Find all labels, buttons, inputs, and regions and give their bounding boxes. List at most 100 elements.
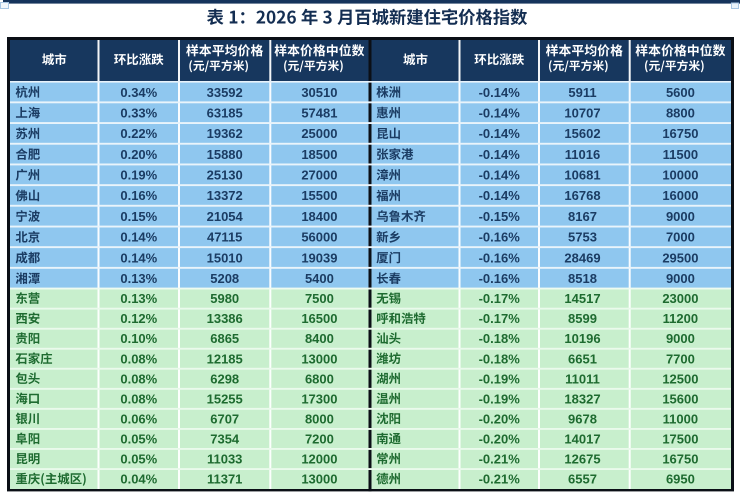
svg-text:18400: 18400 [301, 209, 337, 224]
svg-text:-0.14%: -0.14% [479, 147, 521, 162]
svg-text:16768: 16768 [564, 188, 600, 203]
svg-text:12000: 12000 [301, 452, 337, 467]
svg-text:13000: 13000 [301, 351, 337, 366]
svg-text:0.12%: 0.12% [120, 311, 157, 326]
svg-text:-0.17%: -0.17% [479, 311, 521, 326]
svg-text:0.08%: 0.08% [120, 391, 157, 406]
svg-text:5208: 5208 [210, 271, 239, 286]
svg-text:0.13%: 0.13% [120, 271, 157, 286]
svg-text:9678: 9678 [568, 411, 597, 426]
svg-text:8518: 8518 [568, 271, 597, 286]
svg-text:0.14%: 0.14% [120, 250, 157, 265]
svg-text:0.08%: 0.08% [120, 351, 157, 366]
svg-text:0.10%: 0.10% [120, 331, 157, 346]
svg-text:19362: 19362 [207, 126, 243, 141]
svg-text:16750: 16750 [662, 126, 698, 141]
svg-text:15010: 15010 [207, 250, 243, 265]
svg-text:11011: 11011 [565, 371, 600, 386]
svg-text:15600: 15600 [662, 391, 698, 406]
svg-text:21054: 21054 [207, 209, 244, 224]
svg-text:14017: 14017 [564, 432, 600, 447]
svg-text:7700: 7700 [666, 351, 695, 366]
svg-text:12675: 12675 [564, 452, 600, 467]
svg-text:-0.14%: -0.14% [479, 106, 521, 121]
svg-text:6298: 6298 [210, 371, 239, 386]
svg-text:7500: 7500 [305, 291, 334, 306]
svg-text:-0.17%: -0.17% [479, 291, 521, 306]
svg-text:8000: 8000 [305, 411, 334, 426]
svg-text:0.05%: 0.05% [120, 452, 157, 467]
svg-text:9000: 9000 [666, 271, 695, 286]
svg-text:6865: 6865 [210, 331, 239, 346]
svg-text:-0.15%: -0.15% [479, 209, 521, 224]
svg-text:0.06%: 0.06% [120, 411, 157, 426]
svg-text:13372: 13372 [207, 188, 243, 203]
svg-text:15880: 15880 [207, 147, 243, 162]
svg-text:-0.18%: -0.18% [479, 331, 521, 346]
svg-text:17500: 17500 [662, 432, 698, 447]
svg-text:16000: 16000 [662, 188, 698, 203]
svg-text:25000: 25000 [301, 126, 337, 141]
svg-text:9000: 9000 [666, 331, 695, 346]
svg-text:11033: 11033 [207, 452, 242, 467]
svg-text:8167: 8167 [568, 209, 597, 224]
svg-text:12500: 12500 [662, 371, 698, 386]
svg-text:11500: 11500 [663, 147, 698, 162]
svg-text:0.19%: 0.19% [120, 168, 157, 183]
svg-text:-0.14%: -0.14% [479, 126, 521, 141]
svg-text:11016: 11016 [565, 147, 600, 162]
svg-text:11371: 11371 [207, 472, 242, 487]
svg-text:23000: 23000 [662, 291, 698, 306]
svg-text:5600: 5600 [666, 85, 695, 100]
svg-text:17300: 17300 [301, 391, 337, 406]
svg-text:28469: 28469 [564, 250, 600, 265]
svg-text:29500: 29500 [662, 250, 698, 265]
svg-text:-0.20%: -0.20% [479, 432, 521, 447]
svg-text:63185: 63185 [207, 106, 243, 121]
svg-text:6707: 6707 [210, 411, 239, 426]
svg-text:57481: 57481 [301, 106, 337, 121]
svg-text:0.20%: 0.20% [120, 147, 157, 162]
svg-text:-0.21%: -0.21% [479, 472, 521, 487]
svg-text:56000: 56000 [301, 230, 337, 245]
svg-text:14517: 14517 [564, 291, 600, 306]
svg-text:5753: 5753 [568, 230, 597, 245]
svg-text:5911: 5911 [568, 85, 596, 100]
svg-text:11000: 11000 [663, 411, 698, 426]
svg-text:-0.19%: -0.19% [479, 391, 521, 406]
svg-text:0.05%: 0.05% [120, 432, 157, 447]
svg-text:0.16%: 0.16% [120, 188, 157, 203]
svg-text:16500: 16500 [301, 311, 337, 326]
svg-text:0.13%: 0.13% [120, 291, 157, 306]
svg-text:6557: 6557 [568, 472, 597, 487]
svg-text:0.15%: 0.15% [120, 209, 157, 224]
svg-text:10707: 10707 [564, 106, 600, 121]
svg-text:0.14%: 0.14% [120, 230, 157, 245]
svg-text:7200: 7200 [305, 432, 334, 447]
svg-text:10000: 10000 [662, 168, 698, 183]
svg-text:30510: 30510 [301, 85, 337, 100]
svg-text:7000: 7000 [666, 230, 695, 245]
svg-text:0.04%: 0.04% [120, 472, 157, 487]
svg-text:18500: 18500 [301, 147, 337, 162]
svg-text:10681: 10681 [564, 168, 600, 183]
svg-text:0.33%: 0.33% [120, 106, 157, 121]
svg-text:10196: 10196 [564, 331, 600, 346]
svg-text:15602: 15602 [564, 126, 600, 141]
svg-text:13386: 13386 [207, 311, 243, 326]
svg-text:15500: 15500 [301, 188, 337, 203]
svg-text:5980: 5980 [210, 291, 239, 306]
svg-text:12185: 12185 [207, 351, 243, 366]
svg-text:18327: 18327 [564, 391, 600, 406]
svg-text:0.22%: 0.22% [120, 126, 157, 141]
svg-text:25130: 25130 [207, 168, 243, 183]
svg-text:33592: 33592 [207, 85, 243, 100]
svg-text:6651: 6651 [568, 351, 597, 366]
svg-text:6950: 6950 [666, 472, 695, 487]
svg-text:15255: 15255 [207, 391, 243, 406]
svg-text:9000: 9000 [666, 209, 695, 224]
svg-text:-0.21%: -0.21% [479, 452, 521, 467]
svg-text:47115: 47115 [207, 230, 242, 245]
svg-text:-0.16%: -0.16% [479, 250, 521, 265]
svg-text:-0.18%: -0.18% [479, 351, 521, 366]
